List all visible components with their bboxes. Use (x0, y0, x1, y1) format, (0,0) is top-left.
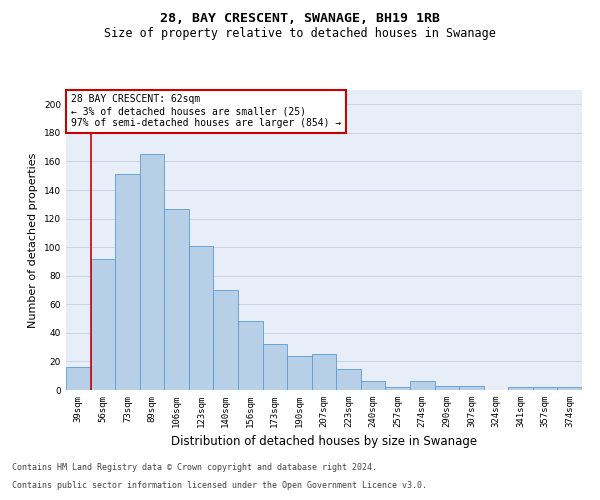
X-axis label: Distribution of detached houses by size in Swanage: Distribution of detached houses by size … (171, 436, 477, 448)
Bar (91, 258, 115, 390)
Bar (312, 354, 336, 390)
Bar (533, 387, 557, 390)
Bar (361, 382, 385, 390)
Bar (214, 290, 238, 390)
Bar (140, 154, 164, 390)
Text: Size of property relative to detached houses in Swanage: Size of property relative to detached ho… (104, 28, 496, 40)
Bar (164, 208, 189, 390)
Text: Contains HM Land Registry data © Crown copyright and database right 2024.: Contains HM Land Registry data © Crown c… (12, 464, 377, 472)
Bar (287, 356, 312, 390)
Bar (434, 386, 459, 390)
Bar (459, 386, 484, 390)
Bar (66, 367, 91, 390)
Text: Contains public sector information licensed under the Open Government Licence v3: Contains public sector information licen… (12, 481, 427, 490)
Text: 28, BAY CRESCENT, SWANAGE, BH19 1RB: 28, BAY CRESCENT, SWANAGE, BH19 1RB (160, 12, 440, 26)
Bar (115, 174, 140, 390)
Bar (263, 344, 287, 390)
Bar (238, 322, 263, 390)
Text: 28 BAY CRESCENT: 62sqm
← 3% of detached houses are smaller (25)
97% of semi-deta: 28 BAY CRESCENT: 62sqm ← 3% of detached … (71, 94, 341, 128)
Bar (508, 387, 533, 390)
Bar (385, 387, 410, 390)
Bar (410, 382, 434, 390)
Bar (336, 368, 361, 390)
Y-axis label: Number of detached properties: Number of detached properties (28, 152, 38, 328)
Bar (189, 246, 214, 390)
Bar (557, 387, 582, 390)
